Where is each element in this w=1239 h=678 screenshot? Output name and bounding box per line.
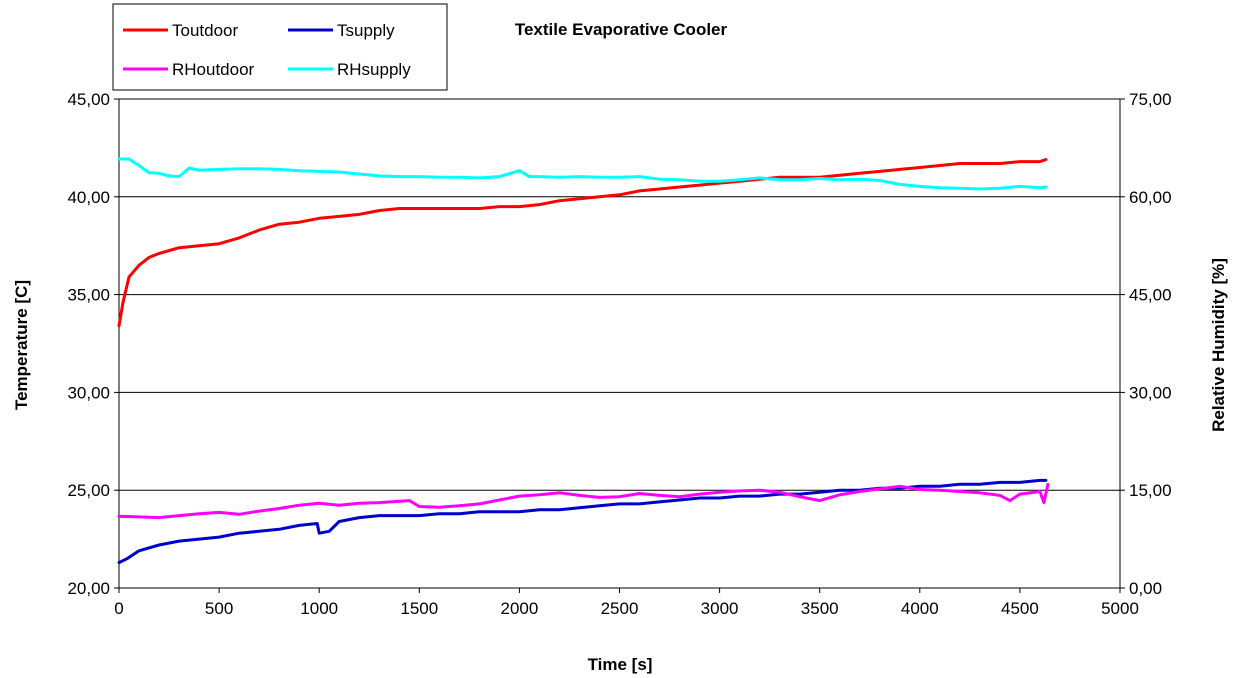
x-tick-label: 3000 [701,599,739,618]
legend-label-rhsupply: RHsupply [337,60,411,79]
y-axis-title: Temperature [C] [12,280,31,410]
x-tick-label: 2000 [500,599,538,618]
legend-items: Toutdoor Tsupply RHoutdoor RHsupply [123,21,411,79]
x-tick-label: 4000 [901,599,939,618]
series-line-rhoutdoor [117,482,1050,520]
x-tick-label: 1500 [400,599,438,618]
y2-tick-label: 30,00 [1129,383,1172,402]
y2-tick-label: 75,00 [1129,90,1172,109]
legend-box [112,3,448,91]
series-line-rhsupply [117,157,1048,191]
chart-title: Textile Evaporative Cooler [515,20,728,39]
gridlines [119,196,1120,491]
y2-tick-label: 15,00 [1129,481,1172,500]
legend: Toutdoor Tsupply RHoutdoor RHsupply [112,3,448,91]
plot-frame [118,98,1121,589]
x-axis-title: Time [s] [588,655,653,674]
y-tick-label: 45,00 [67,90,110,109]
y-tick-label: 20,00 [67,579,110,598]
y-tick-label: 30,00 [67,383,110,402]
legend-label-tsupply: Tsupply [337,21,395,40]
series-line-tsupply [117,478,1048,565]
y2-tick-label: 60,00 [1129,188,1172,207]
y2-tick-label: 0,00 [1129,579,1162,598]
y2-axis-ticks: 0,00 15,00 30,00 45,00 60,00 75,00 [1120,90,1172,598]
series-line-toutdoor [117,158,1048,328]
y2-tick-label: 45,00 [1129,286,1172,305]
series-group [117,157,1050,565]
plot-area-border [118,98,1121,589]
x-axis-ticks: 0 500 1000 1500 2000 2500 3000 3500 4000 4500 5000 [114,588,1139,618]
x-tick-label: 5000 [1101,599,1139,618]
x-tick-label: 1000 [300,599,338,618]
y-tick-label: 35,00 [67,286,110,305]
y-tick-label: 40,00 [67,188,110,207]
legend-label-toutdoor: Toutdoor [172,21,238,40]
y2-axis-title: Relative Humidity [%] [1209,258,1228,432]
x-tick-label: 3500 [801,599,839,618]
y-tick-label: 25,00 [67,481,110,500]
x-tick-label: 500 [205,599,233,618]
x-tick-label: 2500 [601,599,639,618]
x-tick-label: 4500 [1001,599,1039,618]
x-tick-label: 0 [114,599,123,618]
legend-label-rhoutdoor: RHoutdoor [172,60,255,79]
y-axis-ticks: 20,00 25,00 30,00 35,00 40,00 45,00 [67,90,119,598]
